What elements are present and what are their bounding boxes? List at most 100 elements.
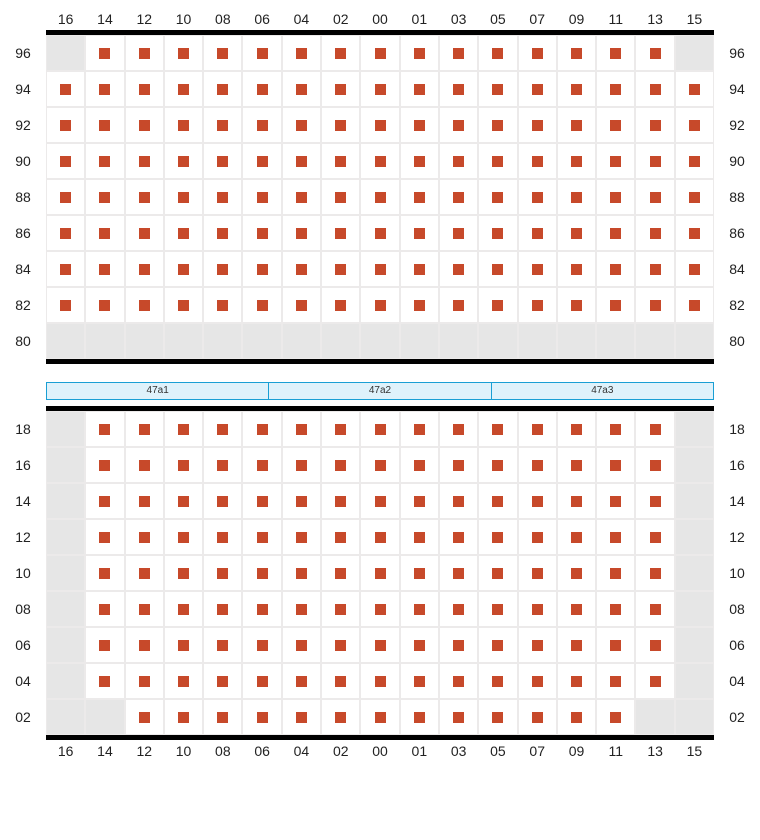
device-slot[interactable] xyxy=(400,555,439,591)
device-slot[interactable] xyxy=(282,411,321,447)
device-slot[interactable] xyxy=(282,555,321,591)
device-slot[interactable] xyxy=(85,179,124,215)
device-slot[interactable] xyxy=(242,483,281,519)
device-slot[interactable] xyxy=(557,143,596,179)
device-slot[interactable] xyxy=(635,71,674,107)
device-slot[interactable] xyxy=(203,411,242,447)
device-slot[interactable] xyxy=(596,627,635,663)
device-slot[interactable] xyxy=(360,107,399,143)
device-slot[interactable] xyxy=(518,287,557,323)
device-slot[interactable] xyxy=(125,215,164,251)
device-slot[interactable] xyxy=(125,555,164,591)
device-slot[interactable] xyxy=(478,143,517,179)
device-slot[interactable] xyxy=(203,483,242,519)
device-slot[interactable] xyxy=(478,483,517,519)
device-slot[interactable] xyxy=(518,35,557,71)
device-slot[interactable] xyxy=(675,251,714,287)
device-slot[interactable] xyxy=(321,251,360,287)
device-slot[interactable] xyxy=(360,179,399,215)
device-slot[interactable] xyxy=(635,179,674,215)
device-slot[interactable] xyxy=(596,519,635,555)
bench-segment[interactable]: 47a2 xyxy=(269,383,491,399)
device-slot[interactable] xyxy=(203,699,242,735)
device-slot[interactable] xyxy=(164,107,203,143)
device-slot[interactable] xyxy=(557,411,596,447)
device-slot[interactable] xyxy=(635,411,674,447)
device-slot[interactable] xyxy=(242,143,281,179)
device-slot[interactable] xyxy=(164,179,203,215)
device-slot[interactable] xyxy=(164,519,203,555)
device-slot[interactable] xyxy=(596,107,635,143)
device-slot[interactable] xyxy=(321,591,360,627)
device-slot[interactable] xyxy=(478,215,517,251)
device-slot[interactable] xyxy=(242,215,281,251)
device-slot[interactable] xyxy=(518,107,557,143)
device-slot[interactable] xyxy=(557,483,596,519)
device-slot[interactable] xyxy=(518,483,557,519)
device-slot[interactable] xyxy=(400,107,439,143)
device-slot[interactable] xyxy=(164,411,203,447)
device-slot[interactable] xyxy=(164,215,203,251)
device-slot[interactable] xyxy=(557,519,596,555)
device-slot[interactable] xyxy=(478,591,517,627)
device-slot[interactable] xyxy=(203,179,242,215)
device-slot[interactable] xyxy=(557,699,596,735)
device-slot[interactable] xyxy=(282,447,321,483)
device-slot[interactable] xyxy=(557,35,596,71)
device-slot[interactable] xyxy=(46,287,85,323)
device-slot[interactable] xyxy=(321,71,360,107)
device-slot[interactable] xyxy=(478,555,517,591)
device-slot[interactable] xyxy=(164,447,203,483)
device-slot[interactable] xyxy=(635,483,674,519)
device-slot[interactable] xyxy=(596,215,635,251)
device-slot[interactable] xyxy=(400,251,439,287)
device-slot[interactable] xyxy=(125,179,164,215)
device-slot[interactable] xyxy=(321,663,360,699)
device-slot[interactable] xyxy=(439,143,478,179)
device-slot[interactable] xyxy=(242,107,281,143)
device-slot[interactable] xyxy=(400,663,439,699)
device-slot[interactable] xyxy=(242,251,281,287)
device-slot[interactable] xyxy=(400,179,439,215)
device-slot[interactable] xyxy=(439,591,478,627)
device-slot[interactable] xyxy=(439,179,478,215)
device-slot[interactable] xyxy=(635,519,674,555)
device-slot[interactable] xyxy=(596,555,635,591)
device-slot[interactable] xyxy=(164,627,203,663)
device-slot[interactable] xyxy=(125,519,164,555)
device-slot[interactable] xyxy=(321,699,360,735)
device-slot[interactable] xyxy=(439,215,478,251)
device-slot[interactable] xyxy=(203,143,242,179)
device-slot[interactable] xyxy=(518,71,557,107)
device-slot[interactable] xyxy=(242,627,281,663)
device-slot[interactable] xyxy=(360,591,399,627)
device-slot[interactable] xyxy=(635,251,674,287)
device-slot[interactable] xyxy=(85,411,124,447)
device-slot[interactable] xyxy=(400,519,439,555)
device-slot[interactable] xyxy=(203,287,242,323)
device-slot[interactable] xyxy=(675,287,714,323)
device-slot[interactable] xyxy=(282,663,321,699)
device-slot[interactable] xyxy=(478,519,517,555)
device-slot[interactable] xyxy=(360,447,399,483)
device-slot[interactable] xyxy=(360,35,399,71)
device-slot[interactable] xyxy=(400,143,439,179)
bench-segment[interactable]: 47a3 xyxy=(492,383,713,399)
device-slot[interactable] xyxy=(282,215,321,251)
device-slot[interactable] xyxy=(518,251,557,287)
device-slot[interactable] xyxy=(557,215,596,251)
device-slot[interactable] xyxy=(282,143,321,179)
device-slot[interactable] xyxy=(478,71,517,107)
device-slot[interactable] xyxy=(203,591,242,627)
device-slot[interactable] xyxy=(164,699,203,735)
device-slot[interactable] xyxy=(125,143,164,179)
device-slot[interactable] xyxy=(203,627,242,663)
device-slot[interactable] xyxy=(242,179,281,215)
device-slot[interactable] xyxy=(557,591,596,627)
device-slot[interactable] xyxy=(439,411,478,447)
device-slot[interactable] xyxy=(635,447,674,483)
device-slot[interactable] xyxy=(164,71,203,107)
device-slot[interactable] xyxy=(203,107,242,143)
device-slot[interactable] xyxy=(439,483,478,519)
device-slot[interactable] xyxy=(635,627,674,663)
